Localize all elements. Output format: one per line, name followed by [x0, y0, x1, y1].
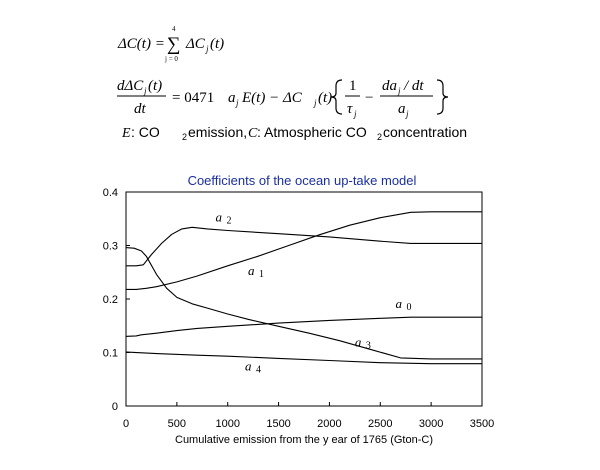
eq1-sum-bottom: j = 0 [164, 55, 178, 63]
series-label-sub-a3: 3 [366, 341, 371, 352]
legend-c-sub: 2 [377, 132, 382, 142]
series-label-sub-a4: 4 [256, 365, 261, 376]
eq2-middle: = 0471 [172, 90, 214, 106]
legend-e-tail: emission, [188, 124, 247, 140]
legend-c-tail: concentration [383, 124, 467, 140]
legend-e-sub: 2 [182, 132, 187, 142]
eq2-after-a-tail: (t) [318, 90, 332, 106]
x-tick-label: 0 [123, 418, 129, 430]
eq2-a: a [228, 90, 236, 106]
y-axis: 0 0.1 0.2 0.3 0.4 [103, 187, 130, 413]
symbol-legend: E : CO 2 emission, C : Atmospheric CO 2 … [121, 124, 467, 142]
eq1-lhs: ΔC(t) = [117, 36, 165, 52]
eq2-inner-minus: − [365, 90, 373, 106]
series-labels: a 0a 1a 2a 3a 4 [216, 209, 412, 375]
y-tick-label: 0.3 [103, 241, 118, 253]
eq2-a-sub: j [235, 98, 239, 108]
eq2-inner-num-tail: / dt [403, 78, 424, 94]
eq2-inner-tau: τ [347, 101, 353, 117]
y-tick-label: 0.4 [103, 187, 118, 199]
y-tick-label: 0.1 [103, 348, 118, 360]
series-line-a4 [125, 351, 482, 365]
series-line-a2 [126, 226, 482, 267]
series-line-a1 [126, 211, 482, 290]
eq2-inner-den: a [398, 101, 406, 117]
eq1-rhs-sub: j [205, 44, 209, 54]
x-tick-label: 500 [168, 418, 186, 430]
eq2-inner-one: 1 [349, 78, 357, 94]
eq1-rhs-tail: (t) [210, 36, 224, 52]
series-label-a2: a [216, 209, 223, 224]
series-label-a3: a [355, 335, 362, 350]
equation-2: dΔC j (t) dt = 0471 a j E(t) − ΔC j (t) … [117, 78, 449, 119]
y-tick-label: 0 [112, 401, 118, 413]
x-axis: 0 500 1000 1500 2000 2500 3000 3500 [123, 402, 494, 430]
series-label-a1: a [248, 263, 255, 278]
x-tick-label: 1000 [215, 418, 239, 430]
eq1-rhs: ΔC [185, 36, 206, 52]
equation-1: ΔC(t) = 4 ∑ j = 0 ΔC j (t) [117, 25, 224, 63]
x-axis-label: Cumulative emission from the y ear of 17… [175, 434, 433, 446]
x-tick-label: 3000 [419, 418, 443, 430]
series-label-a0: a [396, 296, 403, 311]
legend-e-text: : CO [131, 124, 160, 140]
legend-e-symbol: E [121, 126, 131, 141]
eq2-frac-num-sub: j [143, 86, 147, 96]
series-label-a4: a [245, 359, 252, 374]
eq2-inner-tau-sub: j [353, 109, 357, 119]
series-label-sub-a0: 0 [407, 302, 412, 313]
eq2-frac-den: dt [134, 101, 147, 117]
series-label-sub-a1: 1 [259, 269, 264, 280]
eq2-frac-num: dΔC [117, 78, 144, 94]
eq2-frac-num-tail: (t) [148, 78, 162, 94]
series-label-sub-a2: 2 [227, 215, 232, 226]
eq1-sum-symbol: ∑ [167, 34, 181, 55]
chart: Coefficients of the ocean up-take model … [103, 173, 495, 446]
eq1-sum-top: 4 [172, 25, 176, 33]
x-tick-label: 1500 [266, 418, 290, 430]
series-line-a0 [125, 316, 482, 337]
eq2-inner-num: da [382, 78, 397, 94]
eq2-after-a-sub: j [313, 98, 317, 108]
series-lines [125, 211, 482, 365]
eq2-left-brace [330, 79, 343, 115]
y-tick-label: 0.2 [103, 294, 118, 306]
eq2-after-a: E(t) − ΔC [241, 90, 303, 106]
x-tick-label: 2500 [368, 418, 392, 430]
legend-c-text: : Atmospheric CO [257, 124, 367, 140]
eq2-right-brace [436, 79, 449, 115]
eq2-inner-num-sub: j [397, 86, 401, 96]
chart-title: Coefficients of the ocean up-take model [188, 173, 417, 188]
x-tick-label: 3500 [470, 418, 494, 430]
series-line-a3 [125, 247, 482, 360]
eq2-inner-den-sub: j [405, 109, 409, 119]
x-tick-label: 2000 [317, 418, 341, 430]
legend-c-symbol: C [248, 126, 258, 141]
